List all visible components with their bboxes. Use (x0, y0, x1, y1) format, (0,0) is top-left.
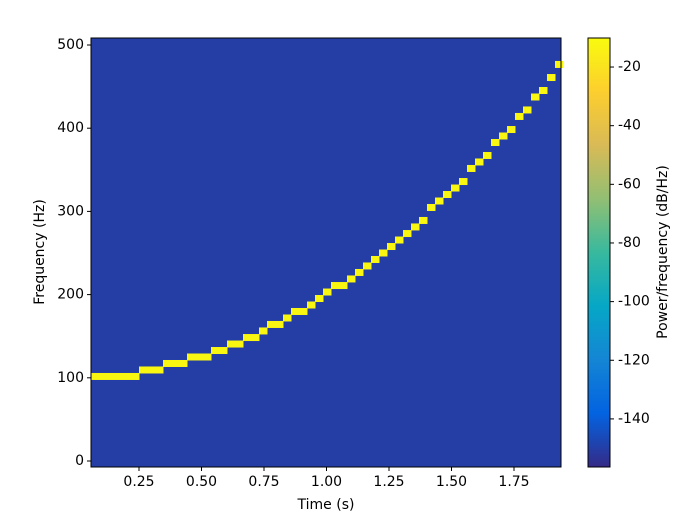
ridge-cell (123, 372, 132, 380)
ridge-cell (483, 151, 492, 159)
x-tick-label: 1.75 (498, 474, 529, 490)
ridge-cell (195, 353, 204, 361)
ridge-cell (531, 93, 540, 101)
ridge-cell (219, 347, 228, 355)
ridge-cell (411, 223, 420, 231)
ridge-cell (347, 275, 356, 283)
y-tick-label: 100 (57, 370, 84, 386)
ridge-cell (379, 249, 388, 257)
ridge-cell (387, 243, 396, 251)
ridge-cell (555, 60, 564, 68)
ridge-cell (91, 372, 100, 380)
ridge-cell (203, 353, 212, 361)
ridge-cell (307, 301, 316, 309)
y-axis-label: Frequency (Hz) (32, 199, 48, 305)
ridge-cell (419, 216, 428, 224)
ridge-cell (99, 372, 108, 380)
y-tick-label: 400 (57, 120, 84, 136)
ridge-cell (371, 255, 380, 263)
ridge-cell (339, 282, 348, 290)
ridge-cell (315, 295, 324, 303)
ridge-cell (403, 230, 412, 238)
ridge-cell (107, 372, 116, 380)
ridge-cell (179, 359, 188, 367)
ridge-cell (427, 203, 436, 211)
ridge-cell (235, 340, 244, 348)
x-tick-label: 1.25 (373, 474, 404, 490)
ridge-cell (139, 366, 148, 374)
colorbar-tick-label: -140 (618, 411, 650, 427)
ridge-cell (507, 126, 516, 134)
ridge-cell (395, 236, 404, 244)
ridge-cell (131, 372, 140, 380)
ridge-cell (147, 366, 156, 374)
x-tick-label: 0.50 (186, 474, 217, 490)
ridge-cell (539, 87, 548, 95)
ridge-cell (323, 288, 332, 296)
ridge-cell (187, 353, 196, 361)
ridge-cell (115, 372, 124, 380)
ridge-cell (299, 307, 308, 315)
ridge-cell (259, 327, 268, 335)
ridge-cell (451, 184, 460, 192)
colorbar-tick-label: -40 (618, 118, 641, 134)
ridge-cell (363, 262, 372, 270)
ridge-cell (211, 347, 220, 355)
ridge-cell (523, 106, 532, 114)
ridge-cell (459, 178, 468, 186)
ridge-cell (355, 268, 364, 276)
ridge-cell (515, 112, 524, 120)
ridge-cell (491, 139, 500, 147)
colorbar-tick-label: -120 (618, 352, 650, 368)
ridge-cell (163, 359, 172, 367)
ridge-cell (547, 74, 556, 82)
x-tick-label: 1.00 (311, 474, 342, 490)
colorbar-tick-label: -20 (618, 59, 641, 75)
ridge-cell (267, 320, 276, 328)
y-tick-label: 200 (57, 287, 84, 303)
ridge-cell (331, 282, 340, 290)
y-tick-label: 0 (75, 453, 84, 469)
colorbar (587, 37, 611, 468)
ridge-cell (467, 164, 476, 172)
colorbar-tick-label: -100 (618, 294, 650, 310)
y-tick-label: 300 (57, 203, 84, 219)
ridge-cell (443, 191, 452, 199)
ridge-cell (243, 334, 252, 342)
x-tick-label: 0.25 (123, 474, 154, 490)
colorbar-tick-label: -80 (618, 235, 641, 251)
colorbar-tick-label: -60 (618, 176, 641, 192)
x-tick-label: 1.50 (436, 474, 467, 490)
ridge-cell (291, 307, 300, 315)
x-tick-label: 0.75 (248, 474, 279, 490)
ridge-cell (499, 132, 508, 140)
ridge-cell (155, 366, 164, 374)
ridge-cell (275, 320, 284, 328)
ridge-cell (435, 197, 444, 205)
colorbar-label: Power/frequency (dB/Hz) (655, 165, 671, 339)
ridge-cell (283, 314, 292, 322)
ridge-cell (171, 359, 180, 367)
ridge-cell (251, 334, 260, 342)
ridge-cell (475, 158, 484, 166)
x-axis-label: Time (s) (297, 497, 355, 513)
y-tick-label: 500 (57, 37, 84, 53)
ridge-cell (227, 340, 236, 348)
spectrogram-background (91, 38, 561, 467)
